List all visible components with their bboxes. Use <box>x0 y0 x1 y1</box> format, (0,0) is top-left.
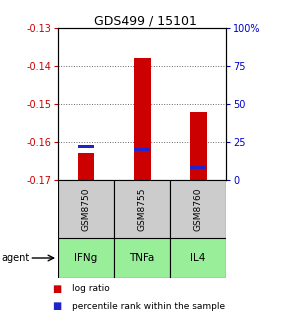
Text: agent: agent <box>1 253 30 263</box>
Text: TNFa: TNFa <box>129 253 155 263</box>
Bar <box>190 112 206 180</box>
Bar <box>78 145 94 148</box>
Text: GDS499 / 15101: GDS499 / 15101 <box>94 14 196 27</box>
Bar <box>58 180 114 238</box>
Bar <box>134 58 151 180</box>
Text: GSM8755: GSM8755 <box>137 187 147 231</box>
Text: ■: ■ <box>52 301 61 311</box>
Bar <box>78 154 95 180</box>
Bar <box>114 238 170 278</box>
Bar <box>190 166 206 169</box>
Text: IFNg: IFNg <box>75 253 98 263</box>
Bar <box>114 180 170 238</box>
Text: GSM8760: GSM8760 <box>194 187 203 231</box>
Bar <box>170 238 226 278</box>
Text: ■: ■ <box>52 284 61 294</box>
Bar <box>134 148 150 151</box>
Text: log ratio: log ratio <box>72 284 110 293</box>
Text: IL4: IL4 <box>191 253 206 263</box>
Text: GSM8750: GSM8750 <box>81 187 90 231</box>
Bar <box>170 180 226 238</box>
Bar <box>58 238 114 278</box>
Text: percentile rank within the sample: percentile rank within the sample <box>72 302 226 311</box>
